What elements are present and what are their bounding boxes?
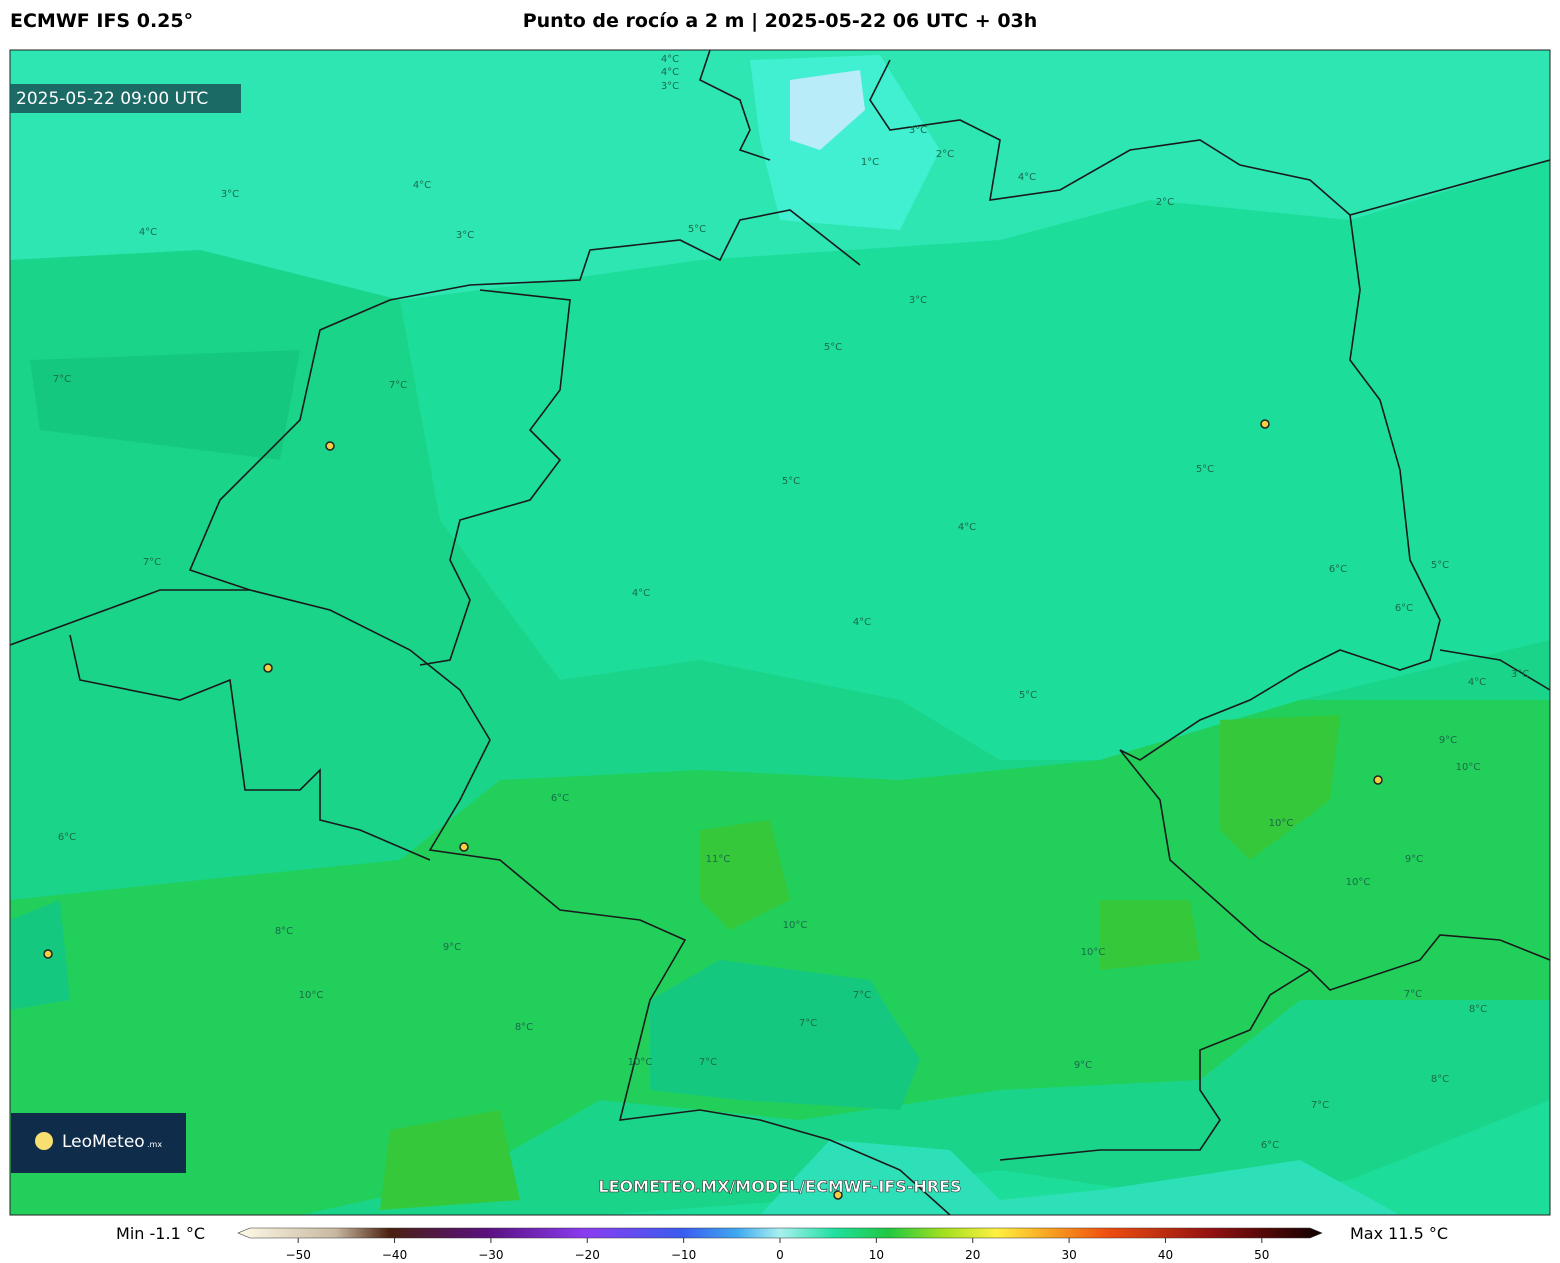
contour-label: 6°C: [1395, 603, 1413, 614]
contour-label: 10°C: [783, 920, 808, 931]
contour-label: 9°C: [1405, 854, 1423, 865]
contour-label: 8°C: [1469, 1004, 1487, 1015]
contour-label: 5°C: [782, 476, 800, 487]
contour-label: 10°C: [1081, 947, 1106, 958]
colorbar: [237, 1227, 1323, 1239]
contour-label: 6°C: [1329, 564, 1347, 575]
contour-label: 4°C: [632, 588, 650, 599]
contour-label: 4°C: [139, 227, 157, 238]
colorbar-tick-label: −30: [478, 1248, 503, 1262]
contour-label: 4°C: [661, 54, 679, 65]
contour-label: 7°C: [389, 380, 407, 391]
logo-name: LeoMeteo: [62, 1132, 145, 1152]
colorbar-tick-label: −20: [575, 1248, 600, 1262]
contour-label: 7°C: [143, 557, 161, 568]
contour-label: 8°C: [275, 926, 293, 937]
contour-label: 7°C: [853, 990, 871, 1001]
contour-label: 10°C: [1346, 877, 1371, 888]
contour-label: 7°C: [53, 374, 71, 385]
contour-label: 6°C: [551, 793, 569, 804]
contour-label: 11°C: [706, 854, 731, 865]
contour-label: 6°C: [58, 832, 76, 843]
contour-label: 3°C: [221, 189, 239, 200]
colorbar-tick-label: −40: [382, 1248, 407, 1262]
contour-label: 10°C: [1269, 818, 1294, 829]
valid-time: 2025-05-22 09:00 UTC: [16, 89, 208, 109]
watermark: LEOMETEO.MX/MODEL/ECMWF-IFS-HRES: [598, 1177, 961, 1196]
contour-label: 10°C: [628, 1057, 653, 1068]
contour-label: 4°C: [413, 180, 431, 191]
model-name: ECMWF IFS 0.25°: [10, 10, 193, 32]
contour-label: 2°C: [936, 149, 954, 160]
colorbar-tick-label: 0: [776, 1248, 784, 1262]
contour-label: 5°C: [824, 342, 842, 353]
contour-label: 5°C: [688, 224, 706, 235]
contour-label: 7°C: [799, 1018, 817, 1029]
contour-label: 7°C: [699, 1057, 717, 1068]
map-frame: [9, 49, 1551, 1216]
city-markers: [43, 419, 1383, 1200]
map-title: Punto de rocío a 2 m | 2025-05-22 06 UTC…: [523, 10, 1038, 32]
contour-label: 9°C: [1439, 735, 1457, 746]
contour-label: 8°C: [1431, 1074, 1449, 1085]
colorbar-tick-label: 10: [869, 1248, 884, 1262]
time-box: [10, 84, 241, 113]
contour-label: 5°C: [1019, 690, 1037, 701]
contour-label: 8°C: [515, 1022, 533, 1033]
colorbar-tick-label: 20: [965, 1248, 980, 1262]
max-label: Max 11.5 °C: [1350, 1224, 1448, 1243]
colorbar-tick-label: 40: [1158, 1248, 1173, 1262]
contour-label: 10°C: [1456, 762, 1481, 773]
contour-label: 3°C: [661, 81, 679, 92]
contour-label: 10°C: [299, 990, 324, 1001]
contour-label: 5°C: [1196, 464, 1214, 475]
contour-label: 5°C: [1431, 560, 1449, 571]
borders: [10, 50, 1550, 1215]
contour-label: 9°C: [1074, 1060, 1092, 1071]
contour-label: 4°C: [958, 522, 976, 533]
contour-label: 6°C: [1261, 1140, 1279, 1151]
colorbar-tick-label: −10: [671, 1248, 696, 1262]
colorbar-tick-label: 50: [1254, 1248, 1269, 1262]
min-label: Min -1.1 °C: [116, 1224, 205, 1243]
contour-label: 3°C: [909, 125, 927, 136]
contour-label: 3°C: [1511, 669, 1529, 680]
logo-suffix: .mx: [147, 1140, 162, 1149]
colorbar-tick-label: −50: [286, 1248, 311, 1262]
contour-label: 4°C: [1468, 677, 1486, 688]
contour-label: 3°C: [456, 230, 474, 241]
contour-label: 7°C: [1404, 989, 1422, 1000]
map-area: 4°C 4°C 3°C 3°C 4°C 4°C 3°C 5°C 1°C 3°C 2°C 4°C 2°C 3…: [10, 50, 1550, 1215]
contour-label: 2°C: [1156, 197, 1174, 208]
contour-label: 3°C: [909, 295, 927, 306]
contour-label: 4°C: [853, 617, 871, 628]
colorbar-tick-label: 30: [1061, 1248, 1076, 1262]
contour-label: 4°C: [1018, 172, 1036, 183]
contour-label: 4°C: [661, 67, 679, 78]
contour-label: 9°C: [443, 942, 461, 953]
contour-label: 1°C: [861, 157, 879, 168]
contour-label: 7°C: [1311, 1100, 1329, 1111]
logo-sun: [35, 1132, 53, 1150]
